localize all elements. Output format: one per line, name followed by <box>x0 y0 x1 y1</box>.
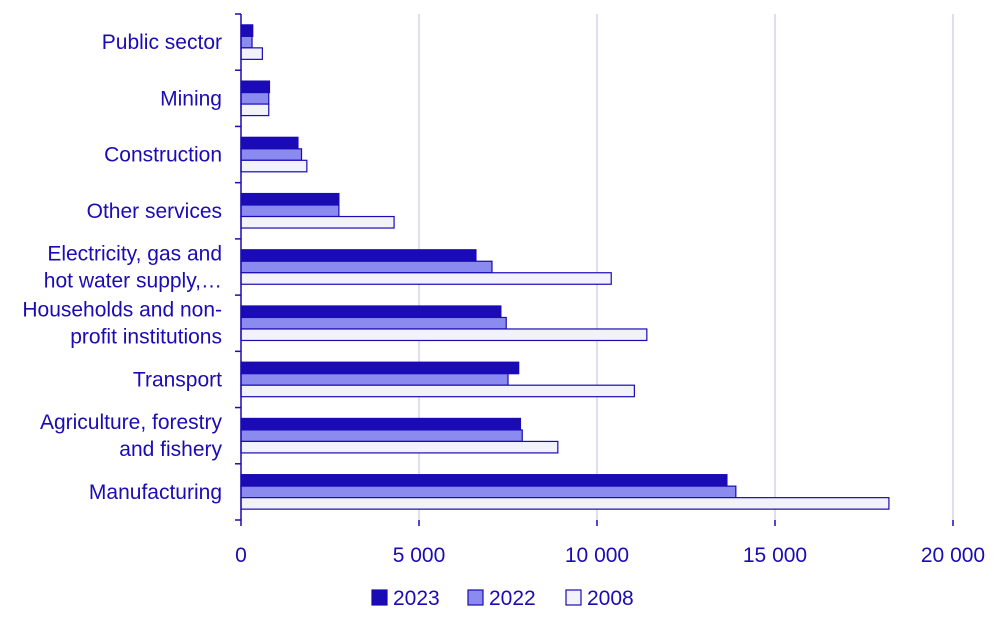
category-labels: Public sector Mining Construction Other ser… <box>22 31 222 504</box>
bar-2023-public-sector <box>240 24 254 37</box>
bar-2008-mining <box>240 103 270 117</box>
bar-2022-public-sector <box>240 35 253 49</box>
bar-2008-electricity-gas-and-hot-water-supply <box>240 272 612 285</box>
bar-2023-manufacturing <box>240 474 728 487</box>
bars <box>240 24 890 510</box>
category-label: Agriculture, forestry and fishery <box>40 411 223 461</box>
legend-item-2022: 2022 <box>467 587 536 610</box>
legend-item-2023: 2023 <box>371 587 440 610</box>
x-tick-labels: 0 5 000 10 000 15 000 20 000 <box>235 544 985 567</box>
bar-2008-construction <box>240 159 308 173</box>
bar-2023-electricity-gas-and-hot-water-supply <box>240 249 477 262</box>
legend-swatch <box>467 589 484 606</box>
legend-swatch <box>565 589 582 606</box>
x-tick-label: 0 <box>235 544 247 567</box>
legend-label: 2023 <box>393 587 440 610</box>
x-tick-label: 5 000 <box>393 544 446 567</box>
bar-2022-transport <box>240 373 509 386</box>
bar-2008-households-and-non-profit-institutions <box>240 328 648 342</box>
bar-2023-mining <box>240 80 271 94</box>
bar-2022-electricity-gas-and-hot-water-supply <box>240 260 493 274</box>
bar-2023-transport <box>240 361 520 375</box>
bar-2023-construction <box>240 136 299 150</box>
bar-2023-agriculture-forestry-and-fishery <box>240 417 522 431</box>
bar-2008-manufacturing <box>240 497 890 510</box>
legend: 2023 2022 2008 <box>371 587 634 610</box>
category-label: Mining <box>160 87 222 110</box>
category-label: Electricity, gas and hot water supply,… <box>44 243 222 293</box>
bar-2008-transport <box>240 384 635 398</box>
axes <box>235 13 954 526</box>
bar-2023-households-and-non-profit-institutions <box>240 305 502 319</box>
bar-2022-manufacturing <box>240 485 737 499</box>
category-label: Manufacturing <box>89 481 222 504</box>
category-label: Public sector <box>102 31 222 54</box>
x-tick-label: 20 000 <box>921 544 985 567</box>
bar-2022-agriculture-forestry-and-fishery <box>240 429 523 443</box>
category-label: Transport <box>133 368 222 391</box>
bar-2023-other-services <box>240 192 340 206</box>
bar-2022-households-and-non-profit-institutions <box>240 316 507 330</box>
legend-item-2008: 2008 <box>565 587 634 610</box>
bar-2008-other-services <box>240 215 395 229</box>
bar-2008-public-sector <box>240 47 263 60</box>
legend-swatch <box>371 589 388 606</box>
bar-2022-construction <box>240 148 303 161</box>
bar-2022-mining <box>240 91 270 105</box>
legend-label: 2022 <box>489 587 536 610</box>
legend-label: 2008 <box>587 587 634 610</box>
x-tick-label: 15 000 <box>743 544 807 567</box>
category-label: Other services <box>87 200 222 223</box>
bar-2022-other-services <box>240 204 340 218</box>
category-label: Construction <box>104 144 222 167</box>
x-tick-label: 10 000 <box>565 544 629 567</box>
category-label: Households and non-profit institutions <box>22 299 222 349</box>
bar-2008-agriculture-forestry-and-fishery <box>240 440 559 454</box>
